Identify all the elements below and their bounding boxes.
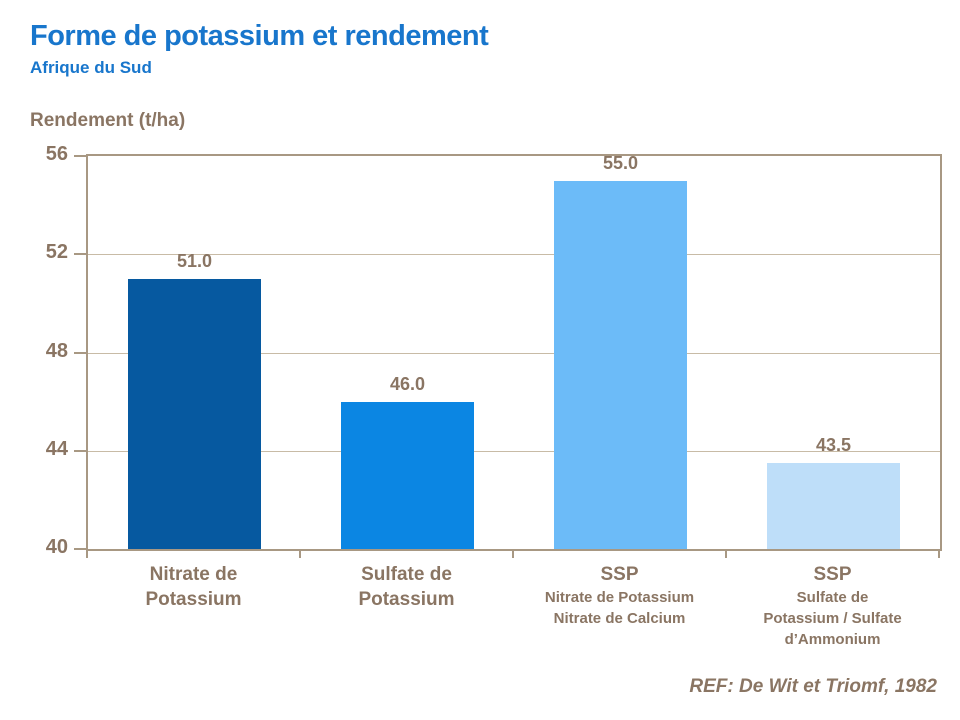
x-tick-mark-1	[299, 551, 301, 558]
bar-3	[767, 463, 900, 549]
y-axis-title: Rendement (t/ha)	[30, 110, 186, 131]
y-tick-mark-44	[74, 449, 86, 452]
category-label-1: Sulfate de Potassium	[295, 562, 519, 612]
category-name-line: Sulfate de	[361, 564, 452, 585]
category-detail-line: Sulfate de	[796, 589, 869, 606]
bar-value-label-0: 51.0	[176, 250, 213, 271]
x-tick-mark-3	[725, 551, 727, 558]
chart-subtitle: Afrique du Sud	[30, 58, 152, 77]
category-label-3: SSP Sulfate de Potassium / Sulfate d’Ammoni…	[721, 562, 945, 650]
bar-0	[128, 278, 261, 549]
x-tick-mark-2	[512, 551, 514, 558]
category-label-2: SSP Nitrate de Potassium Nitrate de Calciu…	[508, 562, 732, 629]
bar-value-label-1: 46.0	[389, 373, 426, 394]
y-tick-label-56: 56	[45, 143, 68, 165]
category-name-line: SSP	[813, 564, 852, 585]
reference-text: REF: De Wit et Triomf, 1982	[689, 676, 937, 697]
y-tick-label-48: 48	[45, 339, 68, 362]
y-tick-label-52: 52	[45, 241, 68, 264]
y-tick-label-40: 40	[45, 536, 68, 558]
category-label-0: Nitrate de Potassium	[82, 562, 306, 612]
gridline-52	[88, 254, 940, 256]
category-name-line: SSP	[600, 564, 639, 585]
y-tick-mark-52	[74, 253, 86, 256]
x-tick-mark-4	[938, 551, 940, 558]
plot-area: 51.0 46.0 55.0 43.5	[86, 152, 942, 551]
category-detail-line: Nitrate de Calcium	[553, 610, 686, 627]
bar-value-label-3: 43.5	[815, 435, 852, 456]
category-name-line: Potassium	[358, 589, 455, 610]
category-detail-line: Potassium / Sulfate	[763, 610, 902, 627]
x-tick-mark-0	[86, 551, 88, 558]
y-tick-label-44: 44	[45, 437, 68, 460]
gridline-48	[88, 352, 940, 354]
chart-title: Forme de potassium et rendement	[30, 20, 489, 52]
gridline-44	[88, 450, 940, 452]
bar-1	[341, 401, 474, 549]
category-detail-line: d’Ammonium	[784, 631, 881, 648]
y-tick-mark-56	[74, 155, 86, 157]
y-tick-mark-48	[74, 351, 86, 354]
category-name-line: Potassium	[145, 589, 242, 610]
y-tick-mark-40	[74, 548, 86, 550]
bar-value-label-2: 55.0	[602, 152, 639, 173]
category-name-line: Nitrate de	[149, 564, 238, 585]
category-detail-line: Nitrate de Potassium	[544, 589, 695, 606]
bar-2	[554, 180, 687, 549]
